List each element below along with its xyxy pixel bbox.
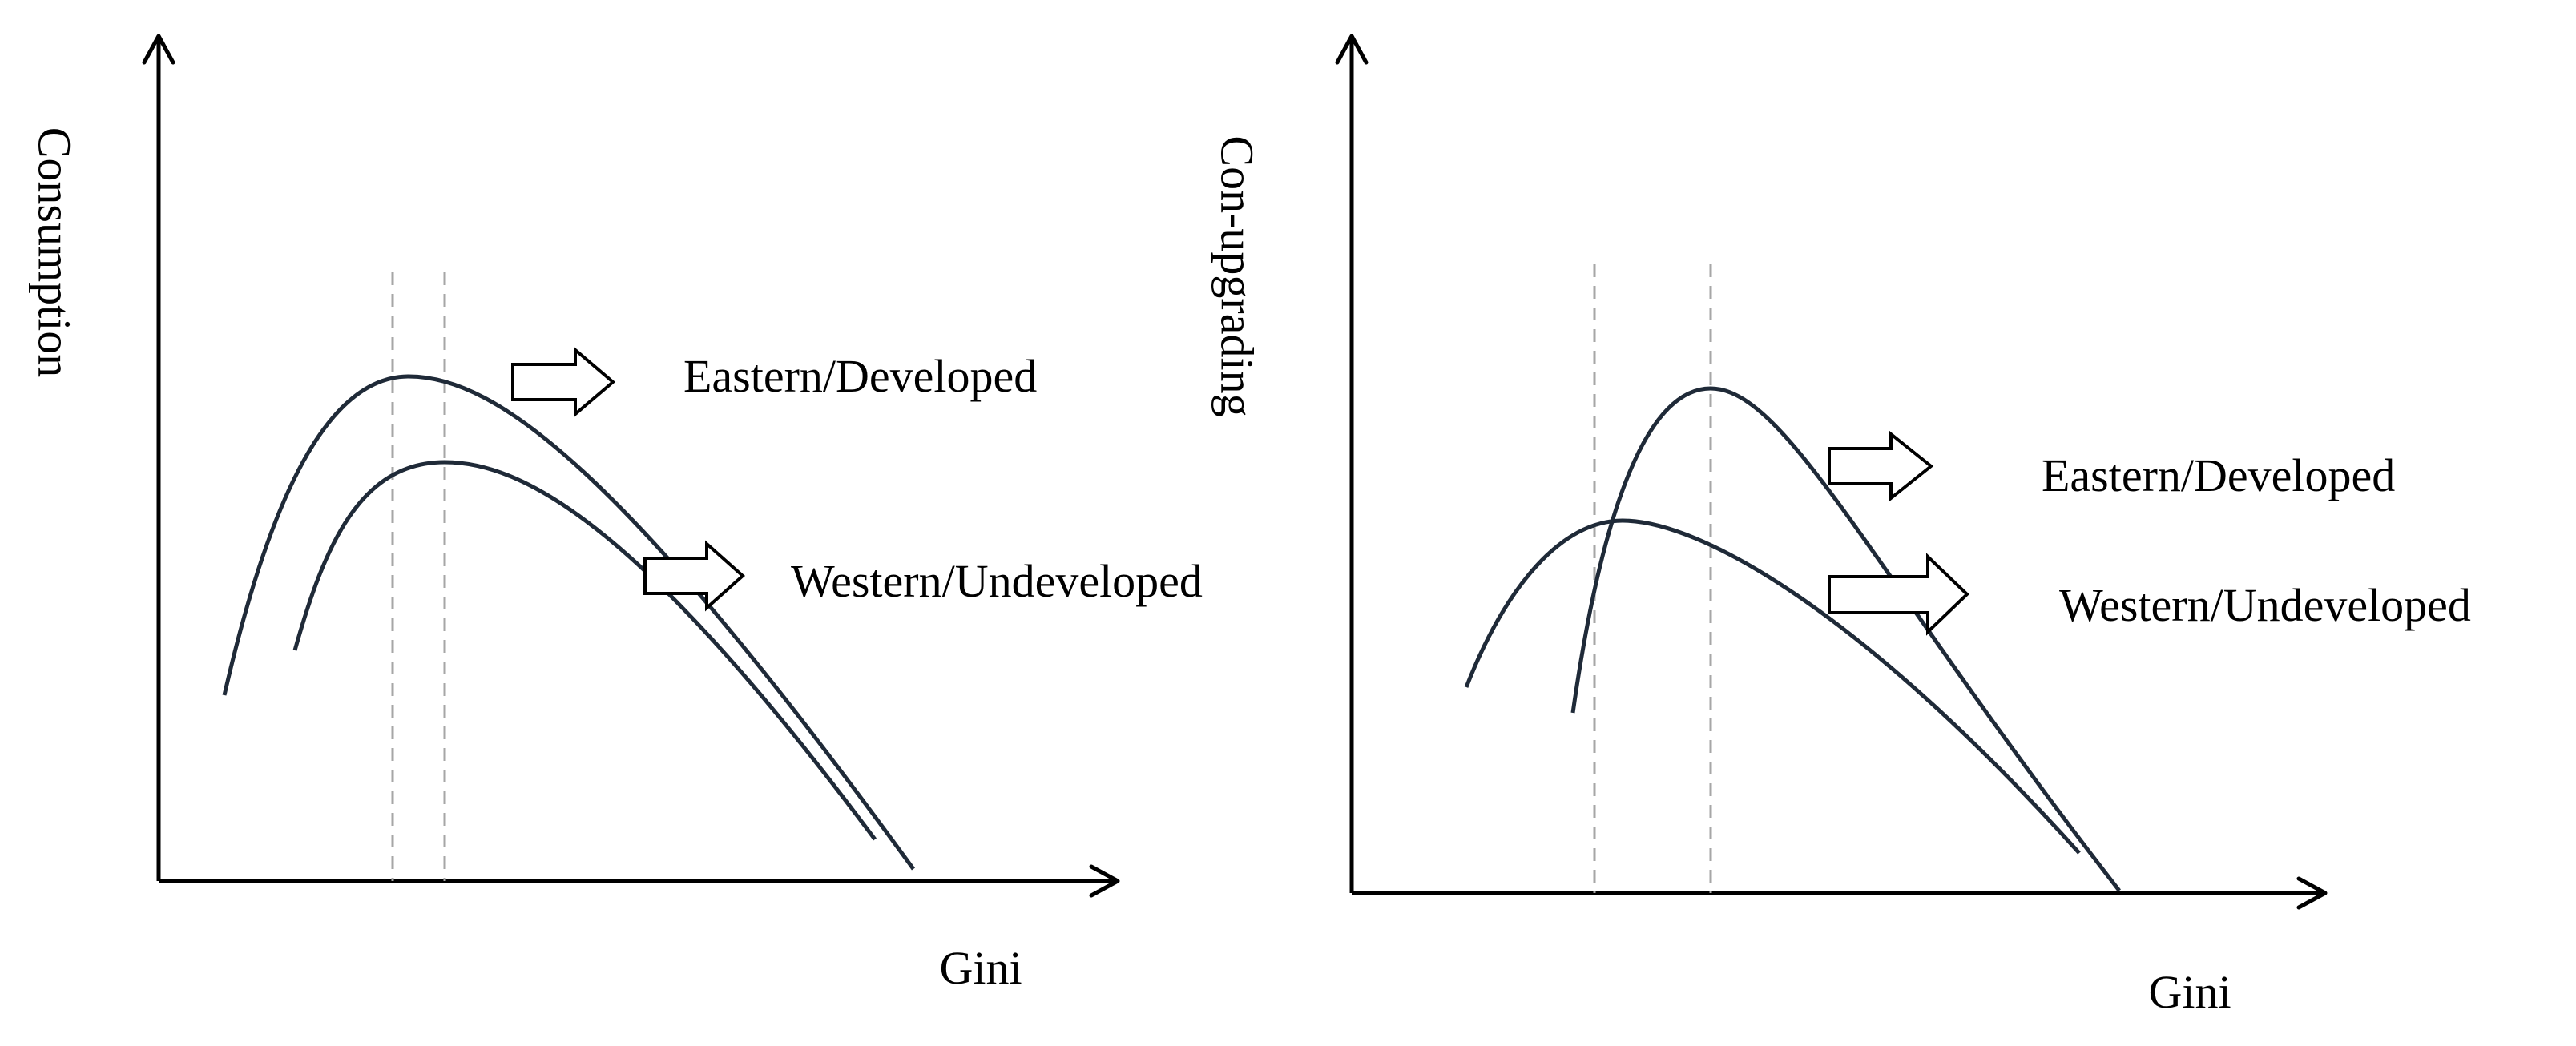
right-western-label: Western/Undeveloped (2059, 579, 2471, 631)
left-y-axis-arrowhead (142, 34, 175, 65)
right-y-axis-label: Con-upgrading (1211, 135, 1264, 416)
left-eastern-arrow-icon (511, 346, 616, 418)
left-x-axis-label: Gini (939, 942, 1022, 994)
left-western-arrow-icon (643, 540, 746, 612)
left-panel: Consumption Gini Eastern/Developed Weste… (29, 34, 1203, 994)
right-x-axis-label: Gini (2148, 966, 2231, 1018)
left-y-axis-label: Consumption (29, 127, 81, 378)
left-curve-eastern (222, 374, 916, 871)
left-curve-western (292, 460, 877, 841)
right-eastern-label: Eastern/Developed (2042, 449, 2395, 501)
left-western-label: Western/Undeveloped (791, 555, 1203, 607)
right-panel: Con-upgrading Gini Eastern/Developed Wes… (1211, 34, 2471, 1018)
right-western-arrow-icon (1828, 553, 1969, 636)
right-x-axis-arrowhead (2296, 876, 2328, 910)
left-x-axis-arrowhead (1089, 864, 1120, 898)
right-y-axis-arrowhead (1335, 34, 1369, 65)
left-eastern-label: Eastern/Developed (683, 350, 1037, 402)
right-eastern-arrow-icon (1828, 430, 1934, 502)
right-curve-eastern (1570, 386, 2121, 892)
right-curve-western (1464, 518, 2081, 855)
